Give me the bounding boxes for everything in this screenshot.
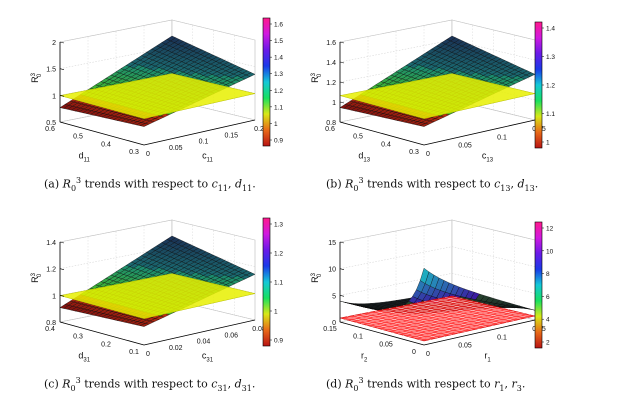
colorbar-tick-label: 4: [546, 317, 550, 324]
x-axis-label: c31: [202, 351, 214, 364]
colorbar-tick-label: 1.3: [546, 54, 555, 61]
z-tick-label: 15: [328, 240, 336, 247]
z-tick-label: 1: [52, 293, 56, 300]
colorbar-b: [535, 22, 542, 148]
colorbar-tick-label: 1.1: [274, 280, 283, 287]
y-tick-label: 0.6: [325, 126, 335, 133]
colorbar-tick-label: 1.2: [546, 83, 555, 90]
colorbar-a: [263, 18, 270, 146]
x-tick-label: 0.15: [224, 132, 238, 139]
y-tick-label: 0.15: [323, 326, 337, 333]
y-axis-label: d11: [79, 151, 91, 164]
y-tick-label: 0.4: [45, 326, 55, 333]
colorbar-tick-label: 1.4: [546, 26, 555, 33]
caption-c: (c) R03 trends with respect to c31, d31.: [44, 376, 255, 393]
x-tick-label: 0.05: [169, 145, 183, 152]
y-tick-label: 0.3: [409, 149, 419, 156]
y-tick-label: 0.2: [101, 341, 111, 348]
colorbar-tick-label: 1.3: [274, 222, 283, 229]
colorbar-tick-label: 1.1: [274, 104, 283, 111]
x-tick-label: 0: [146, 351, 150, 358]
colorbar-tick-label: 0.9: [274, 138, 283, 145]
z-tick-label: 1.4: [46, 240, 56, 247]
z-tick-label: 1.6: [326, 40, 336, 47]
colorbar-c: [263, 218, 270, 346]
colorbar-tick-label: 1.3: [274, 71, 283, 78]
x-tick-label: 0: [146, 151, 150, 158]
x-tick-label: 0.04: [197, 339, 211, 346]
x-tick-label: 0.06: [224, 332, 238, 339]
x-tick-label: 0: [426, 351, 430, 358]
colorbar-tick-label: 10: [546, 248, 554, 255]
x-axis-label: c13: [482, 151, 494, 164]
x-axis-label: c11: [202, 151, 213, 164]
z-axis-label: R30: [30, 72, 43, 83]
y-tick-label: 0.5: [73, 134, 83, 141]
z-tick-label: 10: [328, 267, 336, 274]
x-tick-label: 0.1: [199, 139, 209, 146]
y-tick-label: 0.3: [73, 334, 83, 341]
z-tick-label: 2: [52, 40, 56, 47]
z-axis-label: R30: [30, 272, 43, 283]
colorbar-tick-label: 1: [274, 309, 278, 316]
colorbar-tick-label: 6: [546, 294, 550, 301]
caption-a: (a) R03 trends with respect to c11, d11.: [44, 176, 256, 193]
x-tick-label: 0.1: [497, 334, 507, 341]
y-tick-label: 0.4: [101, 141, 111, 148]
x-tick-label: 0: [426, 151, 430, 158]
colorbar-tick-label: 1.2: [274, 251, 283, 258]
panel-a: 0.511.52R300.60.50.40.3d1100.050.10.150.…: [30, 20, 264, 164]
colorbar-tick-label: 1.2: [274, 88, 283, 95]
colorbar-tick-label: 1.4: [274, 55, 283, 62]
panel-b: 0.811.21.41.6R300.60.50.40.3d1300.050.10…: [310, 20, 546, 164]
caption-d: (d) R03 trends with respect to r1, r3.: [326, 376, 525, 393]
z-tick-label: 1: [332, 100, 336, 107]
z-tick-label: 1.2: [46, 267, 56, 274]
y-tick-label: 0: [412, 349, 416, 356]
colorbar-tick-label: 1: [546, 140, 550, 147]
y-tick-label: 0.6: [45, 126, 55, 133]
y-axis-label: d13: [358, 151, 370, 164]
x-axis-label: r1: [484, 351, 491, 364]
y-axis-label: r2: [361, 351, 368, 364]
colorbar-tick-label: 1.6: [274, 22, 283, 29]
x-tick-label: 0.1: [497, 134, 507, 141]
panel-c: 0.811.21.4R300.40.30.20.1d3100.020.040.0…: [30, 220, 266, 364]
colorbar-tick-label: 1: [274, 121, 278, 128]
y-tick-label: 0.1: [129, 349, 139, 356]
z-tick-label: 5: [332, 293, 336, 300]
z-tick-label: 1.2: [326, 80, 336, 87]
y-tick-label: 0.4: [381, 141, 391, 148]
y-axis-label: d31: [78, 351, 90, 364]
y-tick-label: 0.3: [129, 149, 139, 156]
colorbar-tick-label: 1.5: [274, 38, 283, 45]
y-tick-label: 0.05: [379, 341, 393, 348]
z-tick-label: 1.4: [326, 60, 336, 67]
z-tick-label: 1.5: [46, 67, 56, 74]
x-tick-label: 0.05: [458, 343, 472, 350]
x-tick-label: 0.02: [169, 345, 183, 352]
caption-b: (b) R03 trends with respect to c13, d13.: [326, 176, 538, 193]
colorbar-tick-label: 8: [546, 271, 550, 278]
z-tick-label: 1: [52, 93, 56, 100]
x-tick-label: 0.05: [458, 143, 472, 150]
colorbar-d: [535, 222, 542, 348]
x-tick-label: 0.2: [254, 126, 264, 133]
colorbar-tick-label: 12: [546, 226, 554, 233]
z-axis-label: R30: [310, 72, 323, 83]
colorbar-tick-label: 2: [546, 340, 550, 347]
y-tick-label: 0.5: [353, 134, 363, 141]
colorbar-tick-label: 1.1: [546, 111, 555, 118]
z-axis-label: R30: [310, 272, 323, 283]
colorbar-tick-label: 0.9: [274, 338, 283, 345]
y-tick-label: 0.1: [353, 334, 363, 341]
